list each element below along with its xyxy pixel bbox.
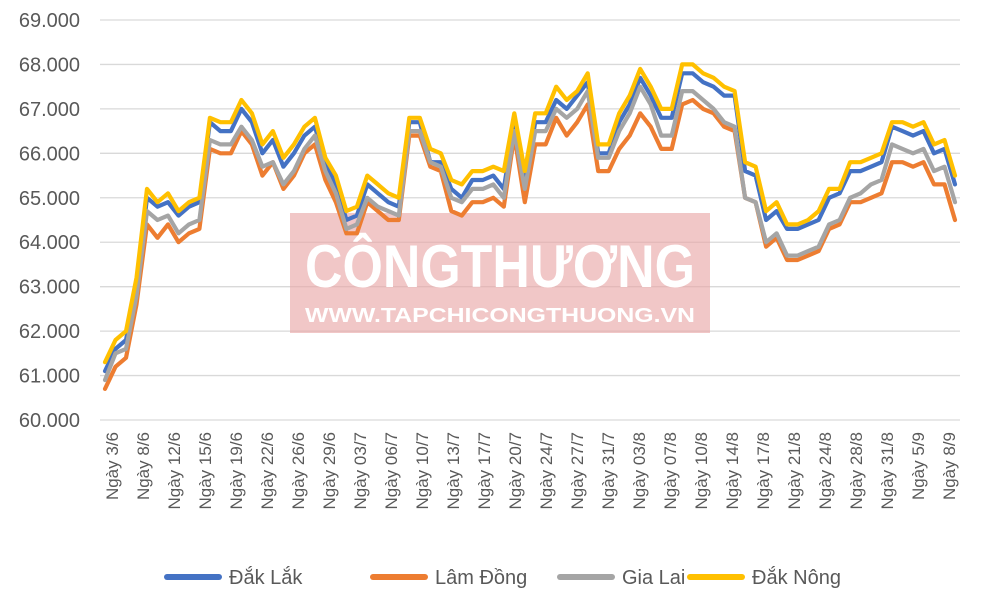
- series-lines: [102, 62, 958, 391]
- x-tick-label: Ngày 20/7: [506, 432, 525, 510]
- x-tick-label: Ngày 19/6: [227, 432, 246, 510]
- x-tick-label: Ngày 21/8: [785, 432, 804, 510]
- x-tick-label: Ngày 17/8: [754, 432, 773, 510]
- legend: Đắk Lắk Lâm Đồng Gia Lai Đắk Nông: [164, 566, 841, 589]
- legend-label: Lâm Đồng: [435, 567, 527, 589]
- y-tick-label: 66.000: [19, 143, 80, 165]
- series-line: [102, 97, 958, 391]
- legend-item: Gia Lai: [557, 567, 685, 589]
- y-tick-label: 65.000: [19, 188, 80, 210]
- x-tick-label: Ngày 13/7: [444, 432, 463, 510]
- x-tick-label: Ngày 3/6: [103, 432, 122, 500]
- x-tick-label: Ngày 06/7: [382, 432, 401, 510]
- x-tick-label: Ngày 24/7: [537, 432, 556, 510]
- x-tick-label: Ngày 17/7: [475, 432, 494, 510]
- legend-label: Đắk Nông: [752, 566, 841, 589]
- y-tick-label: 62.000: [19, 321, 80, 343]
- series-line: [102, 84, 958, 383]
- x-tick-label: Ngày 5/9: [909, 432, 928, 500]
- x-axis-ticks: Ngày 3/6 Ngày 8/6 Ngày 12/6 Ngày 15/6 Ngày 1…: [103, 432, 959, 510]
- y-tick-label: 63.000: [19, 277, 80, 299]
- y-tick-label: 61.000: [19, 366, 80, 388]
- x-tick-label: Ngày 03/8: [630, 432, 649, 510]
- x-tick-label: Ngày 10/8: [692, 432, 711, 510]
- x-tick-label: Ngày 27/7: [568, 432, 587, 510]
- x-tick-label: Ngày 29/6: [320, 432, 339, 510]
- watermark-background: [290, 213, 710, 333]
- x-tick-label: Ngày 07/8: [661, 432, 680, 510]
- series-line: [102, 62, 958, 365]
- watermark-brand: CÔNGTHƯƠNG: [305, 233, 695, 300]
- x-tick-label: Ngày 03/7: [351, 432, 370, 510]
- x-tick-label: Ngày 8/9: [940, 432, 959, 500]
- legend-item: Đắk Nông: [687, 566, 841, 589]
- y-tick-label: 64.000: [19, 232, 80, 254]
- legend-item: Đắk Lắk: [164, 566, 303, 589]
- x-tick-label: Ngày 24/8: [816, 432, 835, 510]
- y-tick-label: 68.000: [19, 54, 80, 76]
- x-tick-label: Ngày 31/8: [878, 432, 897, 510]
- legend-item: Lâm Đồng: [370, 567, 527, 589]
- x-tick-label: Ngày 14/8: [723, 432, 742, 510]
- x-tick-label: Ngày 12/6: [165, 432, 184, 510]
- y-tick-label: 67.000: [19, 99, 80, 121]
- x-tick-label: Ngày 15/6: [196, 432, 215, 510]
- x-tick-label: Ngày 8/6: [134, 432, 153, 500]
- x-tick-label: Ngày 10/7: [413, 432, 432, 510]
- x-tick-label: Ngày 26/6: [289, 432, 308, 510]
- y-tick-label: 60.000: [19, 410, 80, 432]
- x-tick-label: Ngày 28/8: [847, 432, 866, 510]
- legend-label: Gia Lai: [622, 567, 685, 589]
- y-axis-ticks: 60.000 61.000 62.000 63.000 64.000 65.000 66.0…: [19, 10, 80, 432]
- x-tick-label: Ngày 22/6: [258, 432, 277, 510]
- watermark-url: WWW.TAPCHICONGTHUONG.VN: [305, 305, 695, 327]
- x-tick-label: Ngày 31/7: [599, 432, 618, 510]
- watermark: CÔNGTHƯƠNG WWW.TAPCHICONGTHUONG.VN: [290, 213, 710, 333]
- y-tick-label: 69.000: [19, 10, 80, 32]
- legend-label: Đắk Lắk: [229, 566, 303, 589]
